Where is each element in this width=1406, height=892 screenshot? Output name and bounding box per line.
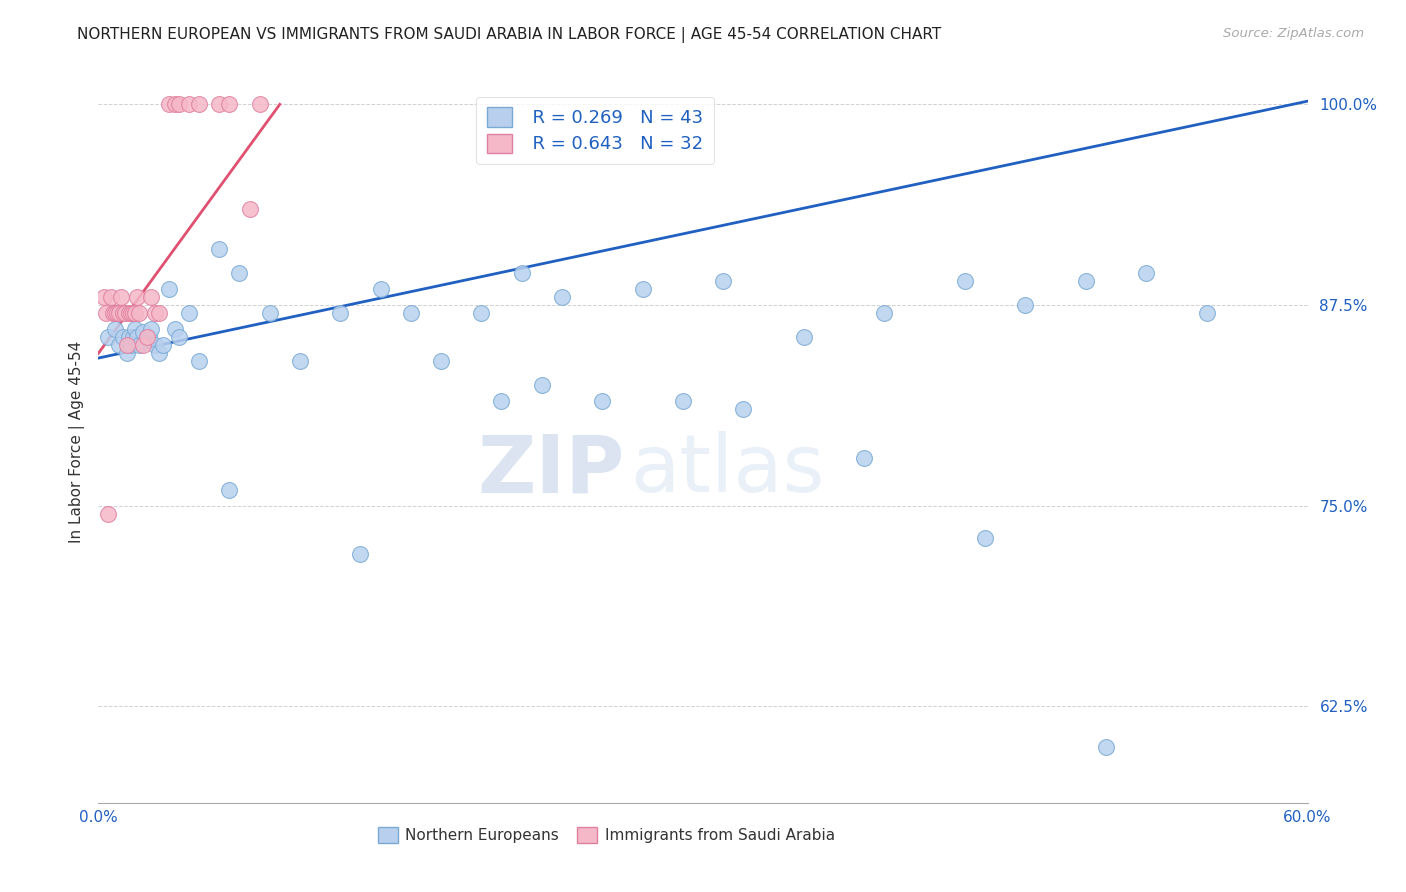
Point (430, 354, 453, 368)
Point (125, 330, 148, 344)
Point (124, 306, 146, 320)
Point (163, 322, 186, 336)
Point (107, 306, 129, 320)
Point (128, 306, 150, 320)
Point (139, 322, 162, 336)
Point (1195, 306, 1218, 320)
Point (288, 354, 311, 368)
Point (208, 242, 231, 256)
Point (399, 306, 422, 320)
Point (105, 306, 128, 320)
Point (370, 282, 392, 296)
Point (101, 306, 124, 320)
Point (148, 306, 170, 320)
Point (228, 266, 250, 280)
Point (470, 306, 492, 320)
Point (349, 547, 371, 561)
Point (672, 394, 695, 409)
Text: ZIP: ZIP (477, 432, 624, 509)
Point (510, 266, 533, 280)
Point (733, 402, 755, 417)
Point (853, 450, 876, 465)
Point (111, 330, 134, 344)
Point (259, 306, 281, 320)
Point (97, 507, 120, 521)
Point (152, 338, 174, 352)
Point (93, 290, 115, 304)
Point (491, 394, 513, 409)
Point (793, 330, 815, 344)
Point (179, 97, 201, 112)
Point (118, 306, 141, 320)
Point (120, 306, 142, 320)
Point (239, 202, 262, 216)
Point (551, 290, 574, 304)
Point (111, 306, 134, 320)
Point (121, 330, 143, 344)
Point (873, 306, 896, 320)
Point (329, 306, 352, 320)
Point (188, 354, 211, 368)
Point (139, 290, 162, 304)
Point (97, 330, 120, 344)
Point (115, 346, 138, 360)
Point (218, 483, 240, 497)
Point (132, 338, 155, 352)
Point (107, 338, 129, 352)
Point (1074, 274, 1097, 288)
Point (218, 97, 240, 112)
Point (974, 531, 997, 545)
Point (132, 326, 155, 340)
Point (121, 306, 143, 320)
Point (128, 338, 150, 352)
Point (100, 290, 122, 304)
Point (157, 282, 180, 296)
Point (163, 97, 186, 112)
Text: atlas: atlas (630, 432, 825, 509)
Text: Source: ZipAtlas.com: Source: ZipAtlas.com (1223, 27, 1364, 40)
Point (1014, 298, 1036, 312)
Point (138, 330, 160, 344)
Y-axis label: In Labor Force | Age 45-54: In Labor Force | Age 45-54 (69, 341, 84, 542)
Point (167, 97, 190, 112)
Point (1095, 739, 1118, 754)
Point (1135, 266, 1157, 280)
Point (115, 338, 138, 352)
Point (711, 274, 734, 288)
Point (135, 330, 157, 344)
Point (125, 290, 148, 304)
Point (157, 97, 180, 112)
Point (103, 306, 125, 320)
Text: NORTHERN EUROPEAN VS IMMIGRANTS FROM SAUDI ARABIA IN LABOR FORCE | AGE 45-54 COR: NORTHERN EUROPEAN VS IMMIGRANTS FROM SAU… (77, 27, 942, 43)
Point (631, 282, 654, 296)
Point (135, 330, 157, 344)
Point (143, 338, 166, 352)
Point (208, 97, 231, 112)
Point (591, 394, 613, 409)
Point (249, 97, 271, 112)
Point (110, 290, 132, 304)
Point (114, 306, 136, 320)
Point (953, 274, 976, 288)
Point (179, 306, 201, 320)
Point (96, 306, 118, 320)
Point (118, 330, 141, 344)
Point (103, 322, 125, 336)
Point (143, 306, 166, 320)
Point (167, 330, 190, 344)
Point (188, 97, 211, 112)
Legend: Northern Europeans, Immigrants from Saudi Arabia: Northern Europeans, Immigrants from Saud… (371, 822, 841, 849)
Point (530, 378, 553, 392)
Point (148, 346, 170, 360)
Point (124, 322, 146, 336)
Point (120, 338, 142, 352)
